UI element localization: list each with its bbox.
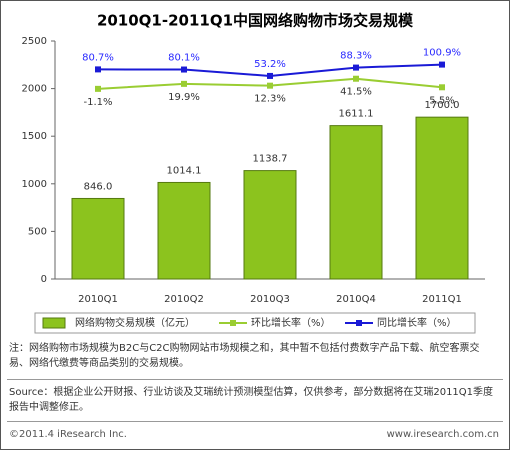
- marker: [181, 66, 187, 73]
- legend-label: 同比增长率（%）: [377, 316, 457, 329]
- value-label: 5.5%: [429, 95, 454, 106]
- value-label: 1014.1: [167, 165, 202, 176]
- bar: [157, 181, 211, 280]
- marker: [267, 72, 273, 79]
- value-label: 80.7%: [82, 52, 114, 63]
- x-tick-label: 2011Q1: [422, 294, 462, 305]
- y-tick-label: 500: [28, 226, 47, 237]
- marker: [181, 80, 187, 87]
- value-label: 41.5%: [340, 87, 372, 98]
- y-tick-label: 2500: [22, 36, 47, 47]
- legend-label: 环比增长率（%）: [251, 316, 331, 329]
- x-tick-label: 2010Q4: [336, 294, 376, 305]
- note: 注：网络购物市场规模为B2C与C2C购物网站市场规模之和，其中暂不包括付费数字产…: [9, 343, 480, 369]
- source: Source：根据企业公开财报、行业访谈及艾瑞统计预测模型估算，仅供参考，部分数…: [9, 387, 494, 413]
- x-tick-label: 2010Q2: [164, 294, 204, 305]
- y-tick-label: 2000: [22, 84, 47, 95]
- bar: [329, 125, 383, 280]
- value-label: 100.9%: [423, 48, 461, 59]
- value-label: 53.2%: [254, 59, 286, 70]
- website: www.iresearch.com.cn: [386, 429, 499, 440]
- value-label: 1700.0: [425, 100, 460, 111]
- bar: [71, 197, 125, 280]
- chart: 2010Q1-2011Q1中国网络购物市场交易规模 0 500 1000 1500 20…: [22, 12, 485, 334]
- legend-swatch: [42, 317, 66, 329]
- value-label: 80.1%: [168, 53, 200, 64]
- value-label: 88.3%: [340, 51, 372, 62]
- x-tick-label: 2010Q1: [78, 294, 118, 305]
- legend-label: 网络购物交易规模（亿元）: [75, 316, 195, 329]
- bar: [415, 116, 469, 280]
- marker: [95, 85, 101, 92]
- y-tick-label: 1500: [22, 131, 47, 142]
- separator: [7, 379, 503, 380]
- y-tick-label: 0: [41, 274, 47, 285]
- marker: [267, 82, 273, 89]
- chart-title: 2010Q1-2011Q1中国网络购物市场交易规模: [97, 12, 414, 30]
- x-tick-label: 2010Q3: [250, 294, 290, 305]
- marker: [439, 61, 445, 68]
- marker: [353, 64, 359, 71]
- legend-swatch: [356, 320, 362, 326]
- value-label: 19.9%: [168, 92, 200, 103]
- marker: [439, 84, 445, 91]
- value-label: 1611.1: [339, 109, 374, 120]
- value-label: 12.3%: [254, 94, 286, 105]
- bar: [243, 170, 297, 280]
- value-label: -1.1%: [83, 97, 112, 108]
- marker: [95, 66, 101, 73]
- value-label: 1138.7: [253, 154, 288, 165]
- value-label: 846.0: [84, 181, 113, 192]
- marker: [353, 75, 359, 82]
- separator: [7, 421, 503, 422]
- legend-swatch: [230, 320, 236, 326]
- legend-box: [34, 312, 476, 334]
- y-tick-label: 1000: [22, 179, 47, 190]
- copyright: ©2011.4 iResearch Inc.: [9, 429, 127, 440]
